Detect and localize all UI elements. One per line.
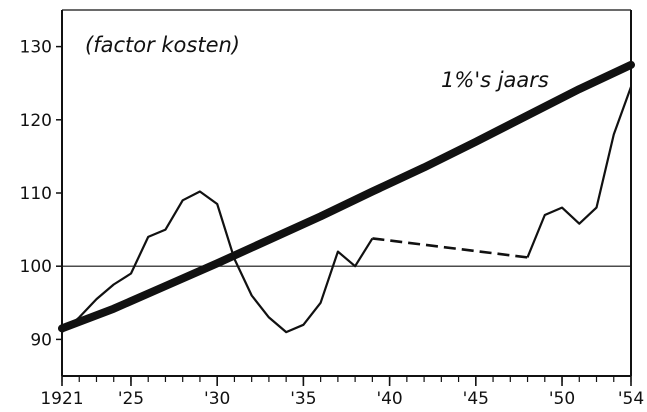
y-tick-label: 120 [20, 111, 52, 131]
x-tick-label: '35 [290, 389, 316, 409]
x-tick-label: '30 [204, 389, 230, 409]
x-tick-label: '45 [463, 389, 489, 409]
y-tick-label: 90 [30, 330, 52, 350]
x-tick-label: '50 [549, 389, 575, 409]
index-line-segment [61, 190, 374, 334]
y-tick-label: 110 [20, 184, 52, 204]
annotation-factor-kosten: (factor kosten) [85, 33, 240, 57]
x-tick-label: '25 [118, 389, 144, 409]
x-tick-label: '54 [618, 389, 644, 409]
annotation-one-percent: 1%'s jaars [441, 68, 549, 92]
index-line-dashed-segment [372, 237, 528, 259]
x-tick-label: '40 [376, 389, 402, 409]
plot-area [58, 60, 635, 334]
trend-line-one-percent [58, 60, 635, 333]
y-tick-label: 100 [20, 257, 52, 277]
y-tick-label: 130 [20, 38, 52, 58]
axes: 90 100 110 120 130 1921 '25 '30 '35 '40 '45 '50 '54 [20, 9, 644, 409]
index-line-segment [526, 86, 633, 258]
x-tick-label: 1921 [40, 389, 83, 409]
